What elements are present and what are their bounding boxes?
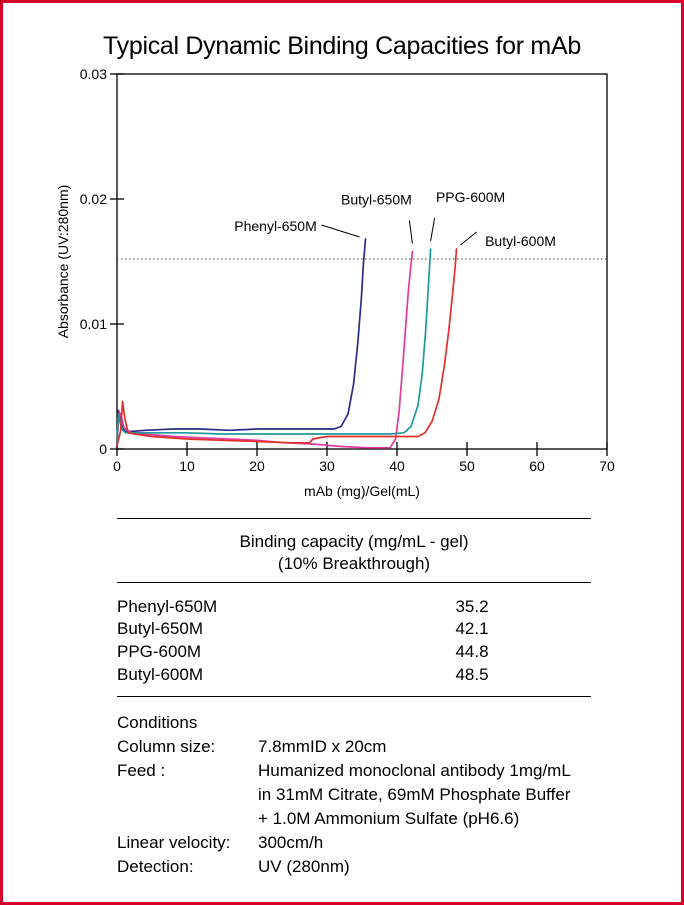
series-line-ppg-600m	[116, 248, 432, 447]
row-value: 48.5	[455, 665, 489, 684]
table-row: PPG-600M 44.8	[117, 642, 591, 666]
x-axis-label: mAb (mg)/Gel(mL)	[304, 483, 420, 499]
annotation-leader	[430, 217, 436, 242]
annotation-leader	[460, 231, 477, 246]
x-tick-label: 40	[389, 458, 405, 474]
row-name: Butyl-600M	[117, 665, 203, 684]
x-tick-label: 30	[319, 458, 335, 474]
table-row: Butyl-600M 48.5	[117, 665, 591, 689]
linear-velocity-value: 300cm/h	[258, 833, 324, 852]
feed-value-line3: + 1.0M Ammonium Sulfate (pH6.6)	[258, 809, 520, 828]
series-annotation: Butyl-650M	[341, 192, 412, 208]
table-header-line2: (10% Breakthrough)	[277, 554, 431, 573]
column-size-value: 7.8mmID x 20cm	[258, 737, 387, 756]
conditions-feed: Feed : Humanized monoclonal antibody 1mg…	[117, 761, 657, 785]
annotation-leader	[408, 220, 413, 244]
x-tick-label: 20	[249, 458, 265, 474]
y-tick-label: 0	[99, 441, 107, 457]
row-value: 35.2	[455, 597, 489, 616]
y-tick-label: 0.02	[80, 191, 107, 207]
conditions-detection: Detection: UV (280nm)	[117, 857, 657, 881]
series-line-phenyl-650m	[116, 238, 367, 444]
x-tick-label: 60	[529, 458, 545, 474]
series-annotation: PPG-600M	[436, 189, 505, 205]
breakthrough-chart: 0 10 20 30 40 50 60 70 0 0.01 0.02 0.03 mAb (mg)/Gel…	[55, 66, 615, 499]
row-name: Phenyl-650M	[117, 597, 218, 616]
x-tick-label: 10	[179, 458, 195, 474]
conditions-feed-3: + 1.0M Ammonium Sulfate (pH6.6)	[117, 809, 657, 833]
feed-label: Feed :	[117, 761, 166, 780]
row-name: Butyl-650M	[117, 619, 203, 638]
table-top-rule	[117, 518, 591, 519]
row-name: PPG-600M	[117, 642, 202, 661]
conditions-heading: Conditions	[117, 713, 198, 732]
detection-value: UV (280nm)	[258, 857, 350, 876]
series-annotation: Butyl-600M	[485, 233, 556, 249]
feed-value-line1: Humanized monoclonal antibody 1mg/mL	[258, 761, 571, 780]
feed-value-line2: in 31mM Citrate, 69mM Phosphate Buffer	[258, 785, 571, 804]
y-tick-label: 0.03	[80, 66, 107, 82]
plot-frame	[116, 73, 608, 450]
conditions-feed-2: in 31mM Citrate, 69mM Phosphate Buffer	[117, 785, 657, 809]
conditions-velocity: Linear velocity: 300cm/h	[117, 833, 657, 857]
x-tick-label: 0	[113, 458, 121, 474]
table-bottom-rule	[117, 696, 591, 697]
table-header-line1: Binding capacity (mg/mL - gel)	[239, 532, 469, 551]
x-tick-label: 70	[599, 458, 615, 474]
linear-velocity-label: Linear velocity:	[117, 833, 231, 852]
series-line-butyl-650m	[116, 250, 414, 449]
x-tick-label: 50	[459, 458, 475, 474]
conditions-column: Column size: 7.8mmID x 20cm	[117, 737, 657, 761]
series-line-butyl-600m	[116, 248, 458, 447]
table-row: Butyl-650M 42.1	[117, 619, 591, 643]
detection-label: Detection:	[117, 857, 194, 876]
row-value: 44.8	[455, 642, 489, 661]
table-header-rule	[117, 582, 591, 583]
y-axis-label: Absorbance (UV:280nm)	[55, 185, 71, 339]
y-tick-label: 0.01	[80, 316, 107, 332]
annotation-leader	[321, 224, 360, 238]
row-value: 42.1	[455, 619, 489, 638]
chart-title: Typical Dynamic Binding Capacities for m…	[103, 32, 581, 60]
column-size-label: Column size:	[117, 737, 216, 756]
table-row: Phenyl-650M 35.2	[117, 597, 591, 621]
series-annotation: Phenyl-650M	[234, 218, 317, 234]
